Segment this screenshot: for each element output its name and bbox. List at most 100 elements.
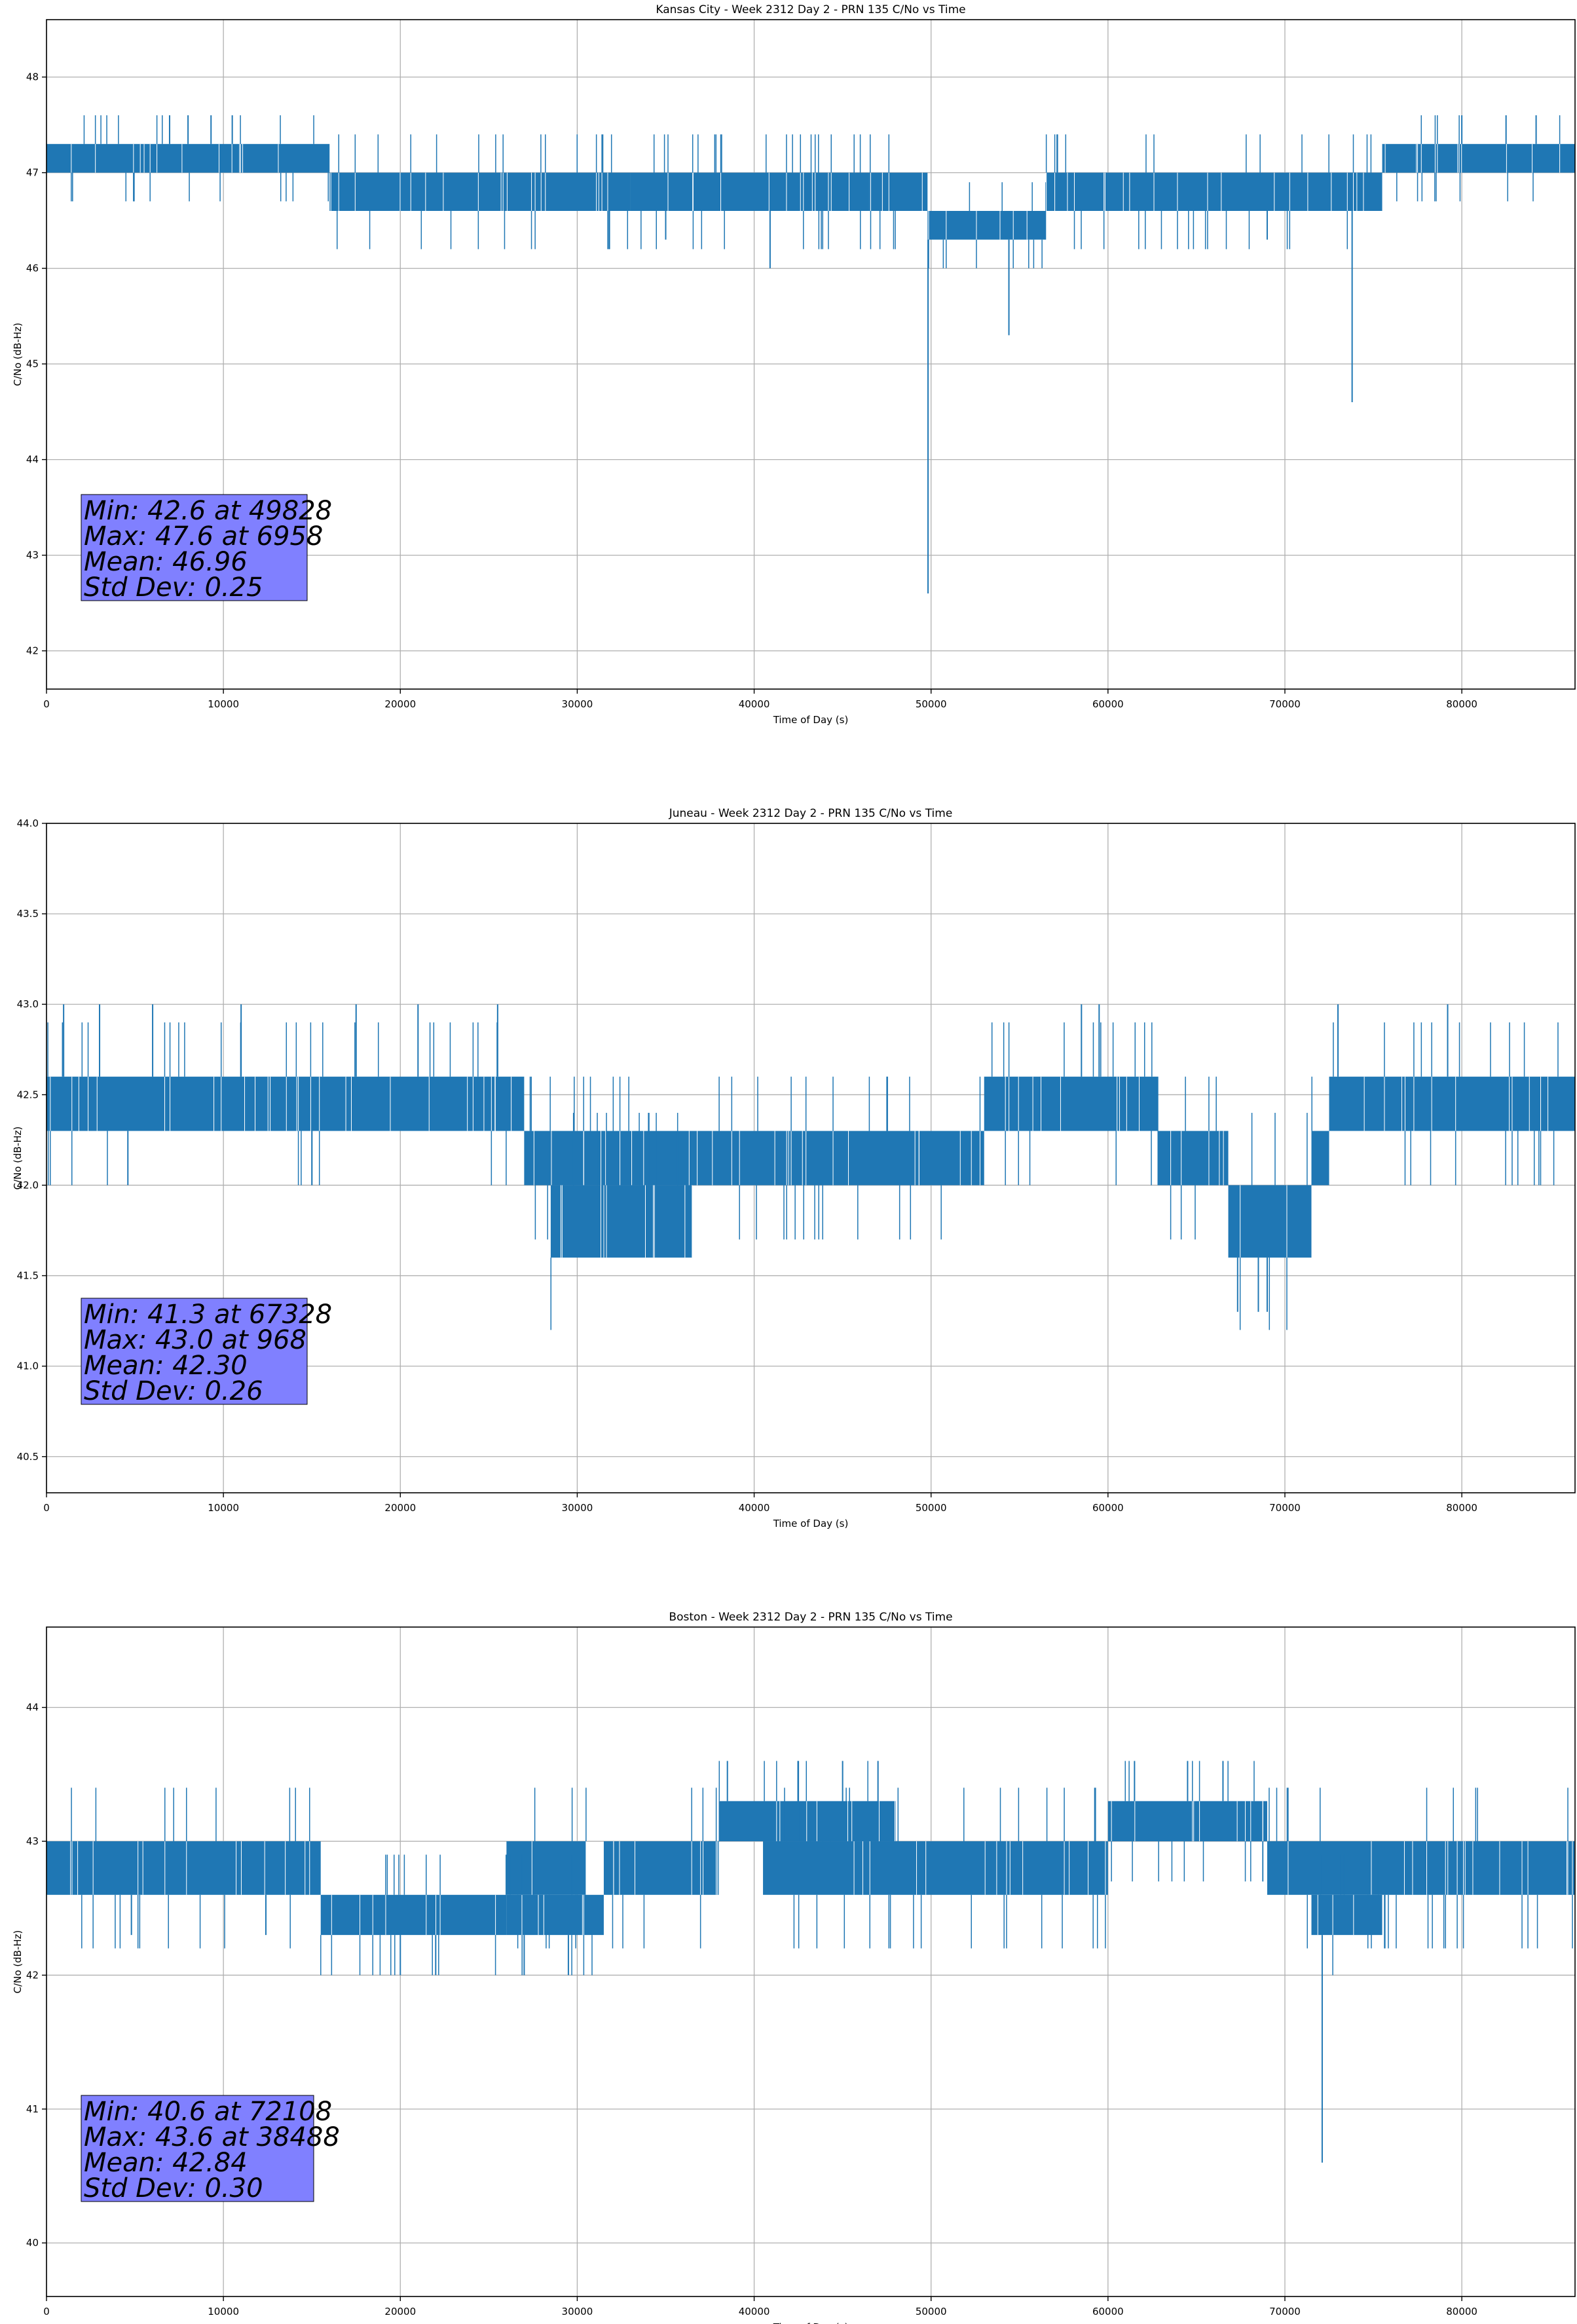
data-band bbox=[46, 1841, 321, 1895]
x-tick-label: 60000 bbox=[1092, 2306, 1124, 2317]
data-band bbox=[630, 172, 870, 211]
stats-line: Mean: 42.30 bbox=[84, 1351, 248, 1381]
x-tick-label: 10000 bbox=[208, 1502, 239, 1514]
y-tick-label: 40.5 bbox=[17, 1451, 39, 1463]
y-tick-label: 42 bbox=[26, 1969, 39, 1981]
data-band bbox=[329, 172, 631, 211]
x-tick-label: 10000 bbox=[208, 2306, 239, 2317]
x-tick-label: 0 bbox=[43, 2306, 50, 2317]
y-axis-label: C/No (dB-Hz) bbox=[12, 323, 24, 386]
x-tick-label: 70000 bbox=[1269, 2306, 1301, 2317]
stats-line: Max: 43.0 at 968 bbox=[84, 1325, 306, 1355]
y-tick-label: 41.0 bbox=[17, 1360, 39, 1372]
data-band bbox=[524, 1131, 693, 1186]
x-tick-label: 50000 bbox=[916, 1502, 947, 1514]
data-band bbox=[603, 1841, 719, 1895]
x-tick-label: 50000 bbox=[916, 2306, 947, 2317]
y-tick-label: 47 bbox=[26, 167, 39, 179]
data-band bbox=[718, 1801, 896, 1842]
x-tick-label: 60000 bbox=[1092, 698, 1124, 710]
data-band bbox=[1311, 1894, 1382, 1936]
x-tick-label: 70000 bbox=[1269, 698, 1301, 710]
y-tick-label: 43 bbox=[26, 1835, 39, 1847]
data-band bbox=[1267, 1841, 1575, 1895]
axes-frame bbox=[46, 823, 1576, 1493]
stats-line: Std Dev: 0.25 bbox=[84, 572, 263, 603]
stats-line: Min: 42.6 at 49828 bbox=[84, 496, 332, 526]
data-band bbox=[320, 1894, 507, 1936]
y-tick-label: 44 bbox=[26, 454, 39, 466]
x-tick-label: 20000 bbox=[384, 2306, 416, 2317]
y-tick-label: 44.0 bbox=[17, 817, 39, 829]
chart-title: Kansas City - Week 2312 Day 2 - PRN 135 … bbox=[656, 3, 965, 16]
x-tick-label: 80000 bbox=[1446, 1502, 1477, 1514]
x-tick-label: 40000 bbox=[739, 2306, 770, 2317]
data-band bbox=[984, 1076, 1158, 1131]
y-tick-label: 48 bbox=[26, 71, 39, 83]
stats-line: Max: 47.6 at 6958 bbox=[84, 521, 323, 552]
y-tick-label: 43.0 bbox=[17, 998, 39, 1010]
y-tick-label: 46 bbox=[26, 263, 39, 274]
x-tick-label: 70000 bbox=[1269, 1502, 1301, 1514]
x-tick-label: 80000 bbox=[1446, 698, 1477, 710]
x-axis-label: Time of Day (s) bbox=[773, 1518, 849, 1529]
x-tick-label: 30000 bbox=[562, 2306, 593, 2317]
x-tick-label: 40000 bbox=[739, 698, 770, 710]
x-tick-label: 0 bbox=[43, 698, 50, 710]
data-band bbox=[506, 1841, 586, 1895]
data-band bbox=[1157, 1131, 1229, 1186]
data-band bbox=[1382, 143, 1575, 173]
y-tick-label: 43.5 bbox=[17, 908, 39, 920]
data-band bbox=[46, 143, 330, 173]
data-band bbox=[763, 1841, 1108, 1895]
x-tick-label: 40000 bbox=[739, 1502, 770, 1514]
data-band bbox=[46, 1076, 525, 1131]
data-band bbox=[506, 1894, 604, 1936]
data-band bbox=[1107, 1801, 1267, 1842]
stats-line: Std Dev: 0.30 bbox=[84, 2173, 263, 2203]
data-band bbox=[1228, 1185, 1312, 1258]
stats-line: Min: 40.6 at 72108 bbox=[84, 2097, 332, 2127]
y-tick-label: 44 bbox=[26, 1702, 39, 1714]
y-tick-label: 42.0 bbox=[17, 1179, 39, 1191]
x-tick-label: 0 bbox=[43, 1502, 50, 1514]
y-tick-label: 41 bbox=[26, 2103, 39, 2115]
y-tick-label: 42.5 bbox=[17, 1089, 39, 1100]
x-tick-label: 50000 bbox=[916, 698, 947, 710]
x-tick-label: 30000 bbox=[562, 1502, 593, 1514]
x-tick-label: 20000 bbox=[384, 698, 416, 710]
x-axis-label: Time of Day (s) bbox=[773, 2321, 849, 2324]
y-axis-label: C/No (dB-Hz) bbox=[12, 1127, 24, 1190]
axes-frame bbox=[46, 1626, 1576, 2297]
chart-panel: 0 10000 20000 30000 40000 50000 60000 70000 8000… bbox=[12, 807, 1576, 1529]
y-tick-label: 43 bbox=[26, 550, 39, 561]
data-band bbox=[1046, 172, 1382, 211]
data-band bbox=[927, 211, 1047, 240]
axes-frame bbox=[46, 19, 1576, 690]
stats-box bbox=[81, 494, 308, 601]
stats-line: Mean: 46.96 bbox=[84, 547, 248, 577]
stats-box bbox=[81, 1298, 308, 1405]
stats-line: Max: 43.6 at 38488 bbox=[84, 2122, 340, 2152]
data-band bbox=[692, 1131, 984, 1186]
stats-box bbox=[81, 2095, 314, 2202]
data-band bbox=[1329, 1076, 1575, 1131]
data-band bbox=[869, 172, 928, 211]
chart-panel: 0 10000 20000 30000 40000 50000 60000 70000 8000… bbox=[12, 3, 1576, 726]
x-tick-label: 10000 bbox=[208, 698, 239, 710]
chart-title: Boston - Week 2312 Day 2 - PRN 135 C/No … bbox=[669, 1611, 952, 1624]
chart-panel: 0 10000 20000 30000 40000 50000 60000 70000 8000… bbox=[12, 1611, 1576, 2324]
x-axis-label: Time of Day (s) bbox=[773, 714, 849, 726]
y-tick-label: 41.5 bbox=[17, 1270, 39, 1282]
x-tick-label: 60000 bbox=[1092, 1502, 1124, 1514]
stats-line: Min: 41.3 at 67328 bbox=[84, 1300, 332, 1330]
x-tick-label: 30000 bbox=[562, 698, 593, 710]
data-band bbox=[550, 1185, 693, 1258]
x-tick-label: 20000 bbox=[384, 1502, 416, 1514]
data-band bbox=[1311, 1131, 1329, 1186]
y-tick-label: 45 bbox=[26, 358, 39, 370]
y-tick-label: 40 bbox=[26, 2237, 39, 2249]
y-axis-label: C/No (dB-Hz) bbox=[12, 1930, 24, 1994]
y-tick-label: 42 bbox=[26, 645, 39, 657]
